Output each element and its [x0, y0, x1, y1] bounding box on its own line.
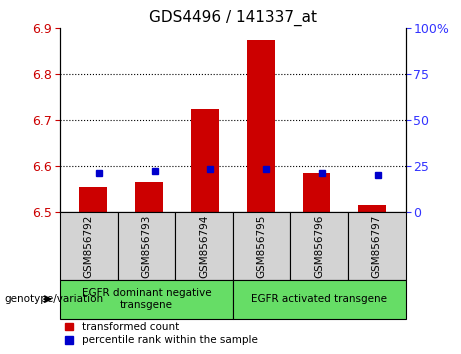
Text: EGFR dominant negative
transgene: EGFR dominant negative transgene: [82, 288, 211, 310]
Bar: [118, 212, 175, 280]
Bar: [290, 212, 348, 280]
Text: GSM856793: GSM856793: [142, 214, 151, 278]
Title: GDS4496 / 141337_at: GDS4496 / 141337_at: [149, 9, 317, 25]
Text: GSM856796: GSM856796: [314, 214, 324, 278]
Legend: transformed count, percentile rank within the sample: transformed count, percentile rank withi…: [65, 322, 258, 345]
Bar: [233, 212, 290, 280]
Text: EGFR activated transgene: EGFR activated transgene: [251, 294, 387, 304]
Text: GSM856794: GSM856794: [199, 214, 209, 278]
Text: GSM856795: GSM856795: [257, 214, 266, 278]
Bar: [302, 173, 331, 212]
Bar: [60, 280, 233, 319]
Text: GSM856797: GSM856797: [372, 214, 382, 278]
Text: GSM856792: GSM856792: [84, 214, 94, 278]
Bar: [233, 280, 406, 319]
Bar: [348, 212, 406, 280]
Bar: [247, 40, 275, 212]
Bar: [358, 206, 386, 212]
Text: genotype/variation: genotype/variation: [5, 294, 104, 304]
Bar: [135, 182, 163, 212]
Bar: [191, 109, 219, 212]
Bar: [60, 212, 118, 280]
Bar: [175, 212, 233, 280]
Bar: [79, 187, 107, 212]
